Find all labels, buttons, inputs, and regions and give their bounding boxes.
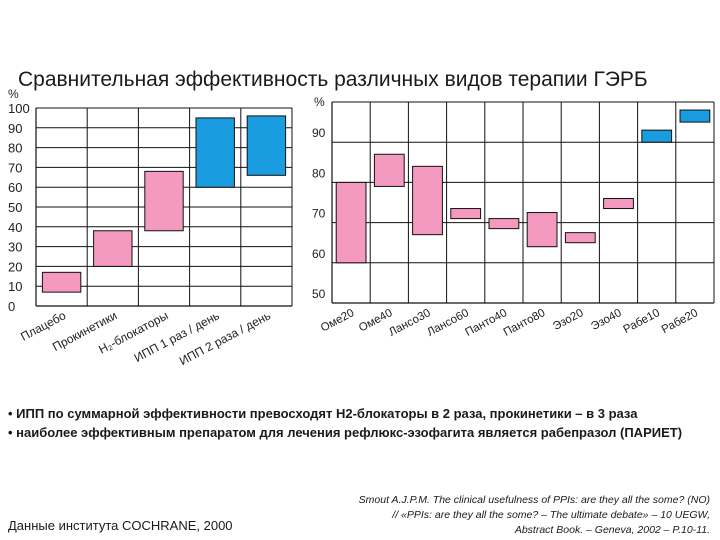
category-label: Эзо40	[589, 307, 623, 333]
bullet-item: • ИПП по суммарной эффективности превосх…	[8, 406, 638, 421]
y-tick-label: 60	[312, 247, 326, 261]
citation-line: Abstract Book. – Geneva, 2002 – P.10-11.	[514, 524, 710, 536]
y-tick-label: 10	[8, 279, 22, 294]
range-bar	[603, 197, 634, 210]
range-bar	[335, 181, 367, 264]
bullet-item: • наиболее эффективным препаратом для ле…	[8, 425, 683, 440]
citation-line: Smout A.J.P.M. The clinical usefulness o…	[358, 494, 710, 506]
y-tick-label: 100	[8, 101, 30, 116]
range-bar	[246, 115, 287, 176]
y-tick-label: 50	[312, 287, 326, 301]
category-label: Панто40	[463, 307, 509, 339]
y-tick-label: 70	[312, 207, 326, 221]
range-bar	[93, 230, 133, 267]
category-label: Рабе10	[622, 307, 662, 336]
charts-area: %1009080706050403020100ПлацебоПрокинетик…	[8, 87, 715, 368]
y-tick-label: 60	[8, 180, 22, 195]
range-bar	[144, 170, 184, 232]
range-bar	[679, 109, 711, 123]
source-cochrane: Данные института COCHRANE, 2000	[8, 518, 233, 533]
y-tick-label: 20	[8, 259, 22, 274]
y-tick-label: 80	[312, 166, 326, 180]
range-bar	[373, 153, 405, 187]
range-bar	[450, 208, 482, 220]
slide-title: Сравнительная эффективность различных ви…	[18, 68, 648, 91]
y-tick-label: 40	[8, 220, 22, 235]
range-bar	[641, 129, 673, 143]
category-label: Эзо20	[551, 307, 585, 333]
range-bar	[41, 271, 82, 293]
range-bar	[564, 232, 596, 244]
range-bar	[526, 212, 558, 248]
citation-line: // «PPIs: are they all the some? – The u…	[392, 509, 710, 521]
bullet-list: • ИПП по суммарной эффективности превосх…	[8, 404, 712, 442]
range-bar	[195, 117, 235, 188]
y-tick-label: 0	[8, 299, 15, 314]
y-axis-unit: %	[8, 87, 19, 101]
range-bar	[412, 165, 443, 236]
y-tick-label: 90	[312, 126, 326, 140]
source-citation: Smout A.J.P.M. The clinical usefulness o…	[330, 493, 710, 538]
category-label: Рабе20	[660, 307, 700, 336]
category-label: Лансо60	[425, 307, 471, 339]
y-tick-label: 30	[8, 240, 22, 255]
category-label: ИПП 2 раза / день	[177, 308, 273, 368]
category-label: Оме20	[319, 307, 356, 335]
category-label: Панто80	[502, 307, 548, 339]
y-tick-label: 50	[8, 200, 22, 215]
y-tick-label: 70	[8, 160, 22, 175]
category-label: Лансо30	[387, 307, 433, 339]
y-tick-label: 90	[8, 121, 22, 136]
range-bar	[488, 218, 520, 230]
y-axis-unit: %	[314, 95, 325, 109]
y-tick-label: 80	[8, 141, 22, 156]
